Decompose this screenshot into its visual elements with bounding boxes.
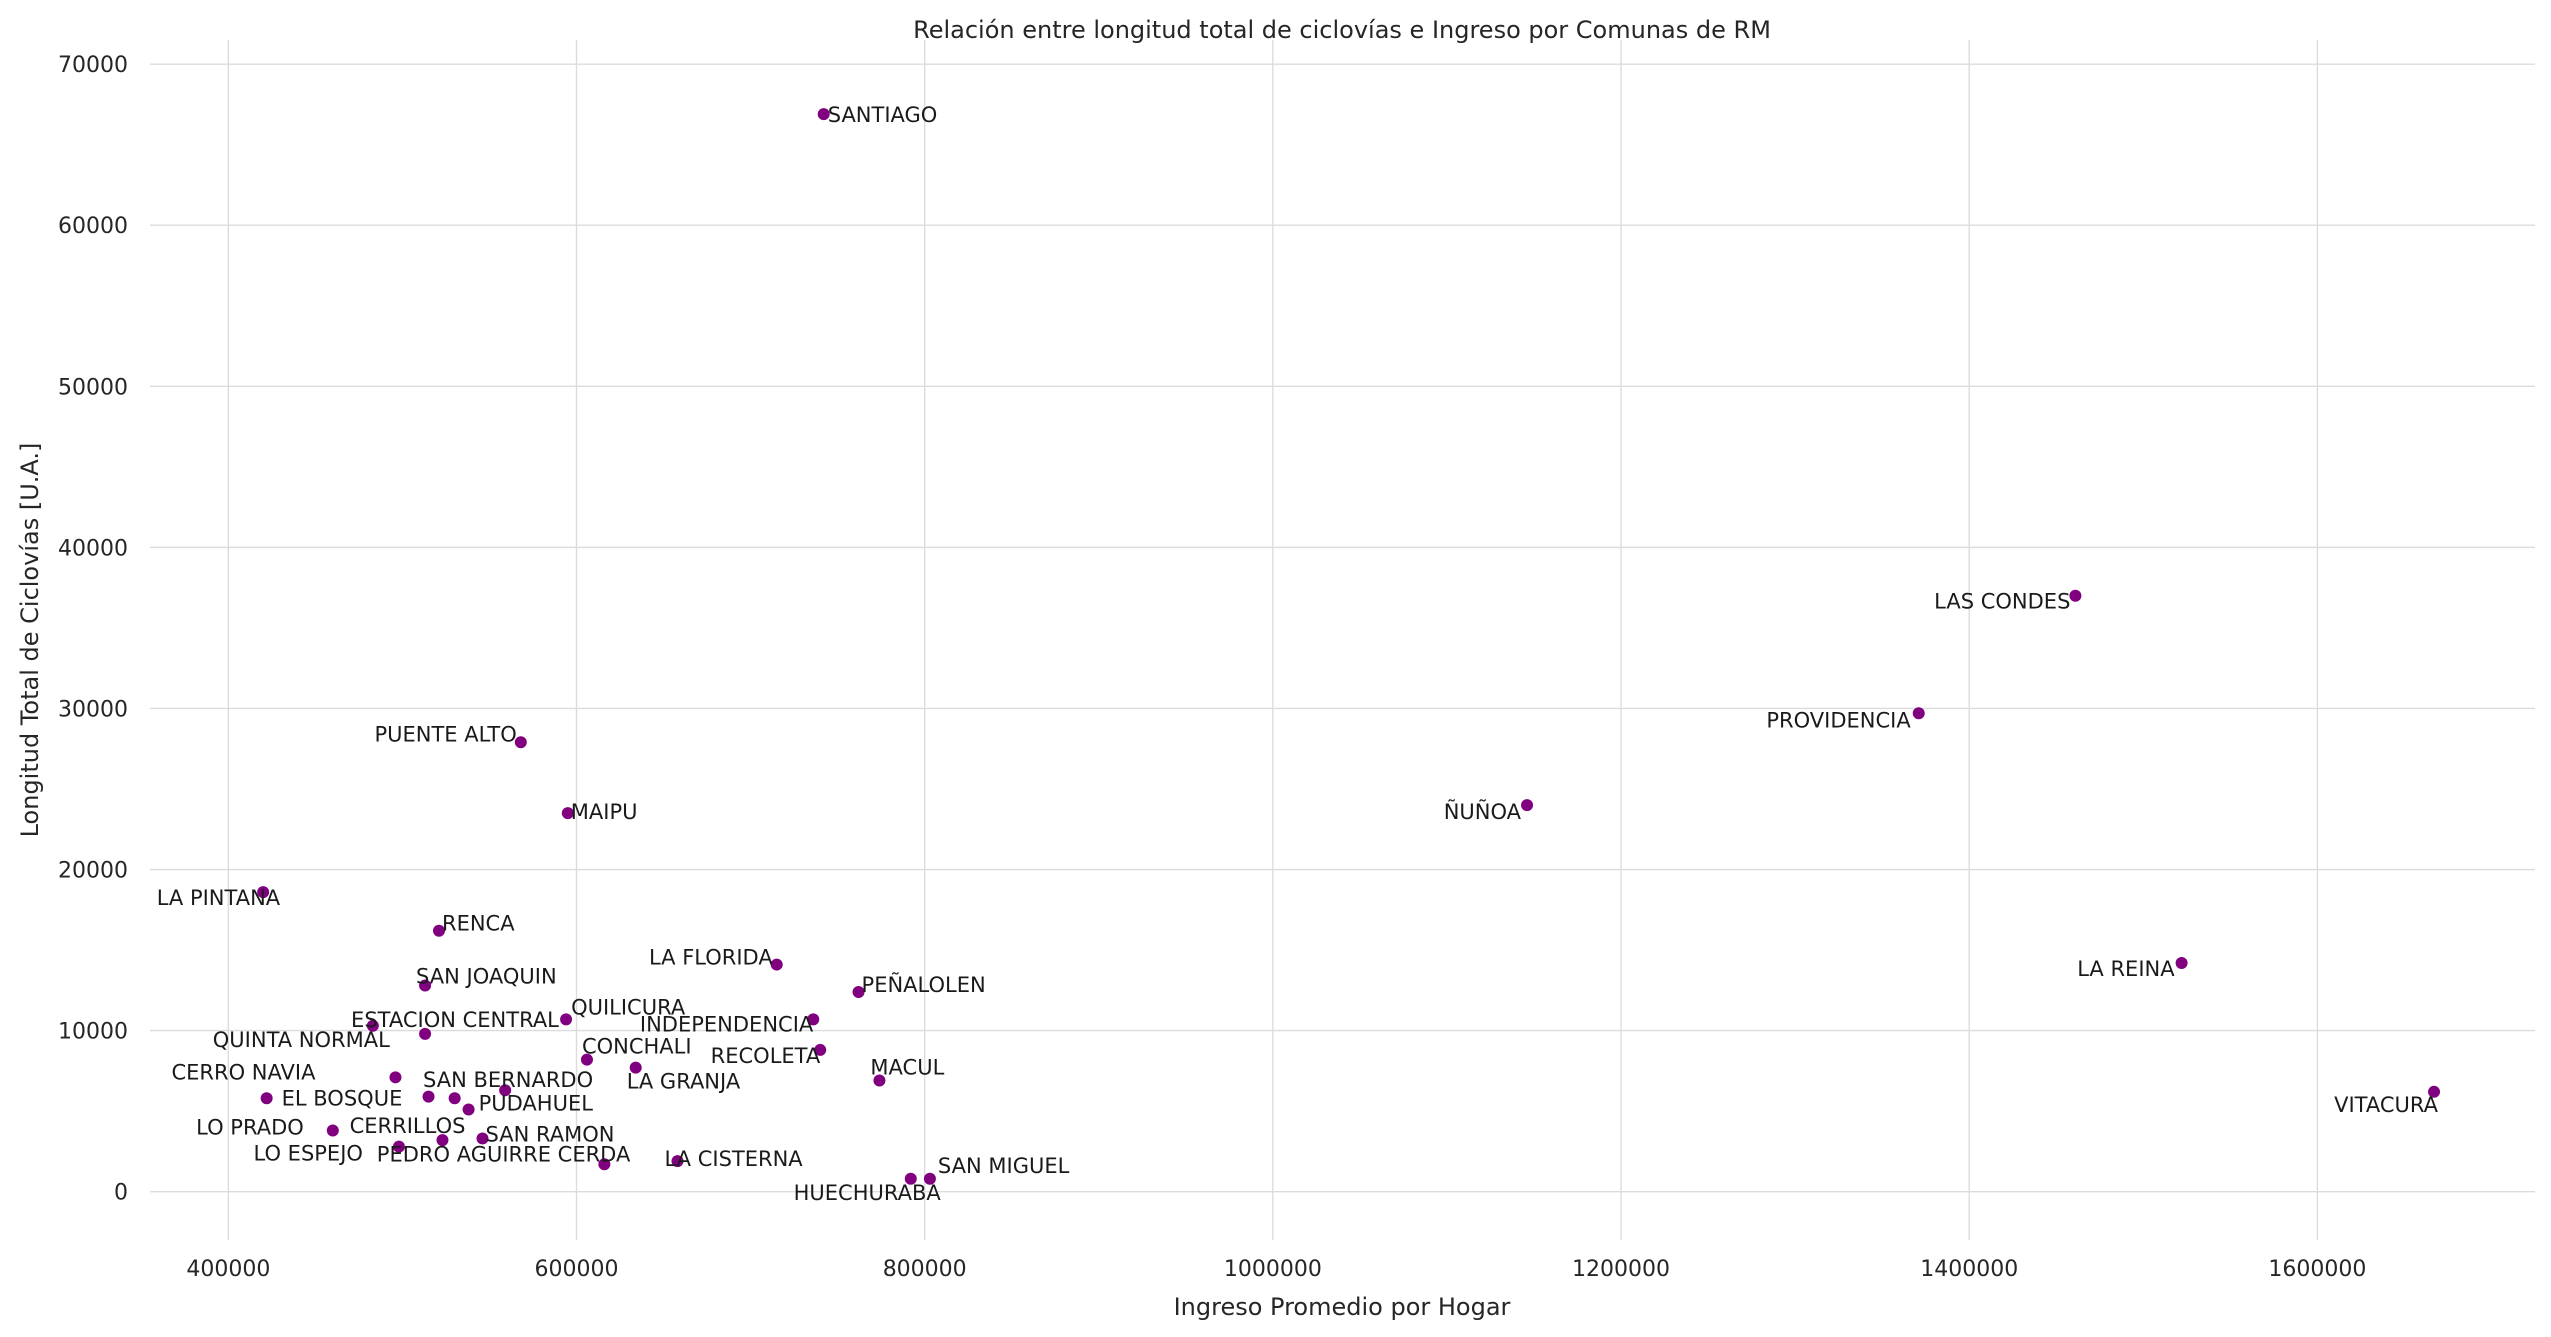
x-tick-label: 1600000 bbox=[2268, 1257, 2366, 1282]
point-label: PUDAHUEL bbox=[479, 1092, 594, 1116]
point-label: SANTIAGO bbox=[828, 103, 938, 127]
x-tick-label: 400000 bbox=[186, 1257, 270, 1282]
point-label: ÑUÑOA bbox=[1444, 798, 1522, 824]
point-label: LA PINTANA bbox=[157, 886, 281, 910]
y-axis-label: Longitud Total de Ciclovías [U.A.] bbox=[16, 443, 44, 838]
point-label: LO PRADO bbox=[196, 1115, 304, 1139]
y-tick-label: 50000 bbox=[58, 375, 128, 400]
point-label: SAN JOAQUIN bbox=[416, 965, 557, 989]
data-point bbox=[436, 1134, 449, 1147]
data-points bbox=[257, 108, 2441, 1185]
point-label: PROVIDENCIA bbox=[1766, 708, 1911, 732]
point-label: QUILICURA bbox=[571, 995, 686, 1019]
data-point bbox=[770, 958, 783, 971]
data-point bbox=[629, 1061, 642, 1074]
data-point bbox=[923, 1172, 936, 1185]
point-label: HUECHURABA bbox=[794, 1181, 942, 1205]
y-axis-ticks: 0 10000 20000 30000 40000 50000 60000 70000 bbox=[58, 53, 128, 1206]
point-label: RENCA bbox=[442, 912, 515, 936]
y-tick-label: 10000 bbox=[58, 1020, 128, 1045]
point-label: PEÑALOLEN bbox=[862, 971, 986, 997]
data-point bbox=[257, 886, 270, 899]
data-point bbox=[671, 1155, 684, 1168]
point-label: PUENTE ALTO bbox=[374, 722, 516, 746]
point-label: MACUL bbox=[870, 1056, 944, 1080]
point-label: ESTACION CENTRAL bbox=[351, 1008, 559, 1032]
data-point bbox=[817, 108, 830, 121]
data-point bbox=[2175, 956, 2188, 969]
point-label: VITACURA bbox=[2334, 1093, 2439, 1117]
x-tick-label: 1200000 bbox=[1572, 1257, 1670, 1282]
point-label: PEDRO AGUIRRE CERDA bbox=[377, 1142, 631, 1166]
point-label: EL BOSQUE bbox=[282, 1086, 403, 1110]
point-label: MAIPU bbox=[571, 800, 638, 824]
x-axis-ticks: 400000 600000 800000 1000000 1200000 1400000 1… bbox=[186, 1257, 2366, 1282]
data-point bbox=[807, 1013, 820, 1026]
point-label: SAN MIGUEL bbox=[938, 1154, 1070, 1178]
y-tick-label: 30000 bbox=[58, 697, 128, 722]
data-point bbox=[1912, 707, 1925, 720]
y-tick-label: 40000 bbox=[58, 536, 128, 561]
point-label: LO ESPEJO bbox=[254, 1142, 363, 1166]
data-point bbox=[260, 1092, 273, 1105]
data-point bbox=[2069, 589, 2082, 602]
data-point bbox=[499, 1084, 512, 1097]
y-tick-label: 70000 bbox=[58, 53, 128, 78]
data-point bbox=[476, 1132, 489, 1145]
x-tick-label: 800000 bbox=[883, 1257, 967, 1282]
data-point bbox=[560, 1013, 573, 1026]
data-point bbox=[2428, 1085, 2441, 1098]
data-point bbox=[814, 1043, 827, 1056]
point-label: LA CISTERNA bbox=[664, 1147, 803, 1171]
data-point bbox=[366, 1019, 379, 1032]
point-label: LA REINA bbox=[2077, 957, 2175, 981]
x-axis-label: Ingreso Promedio por Hogar bbox=[1174, 1293, 1511, 1321]
data-point bbox=[389, 1071, 402, 1084]
data-point bbox=[514, 736, 527, 749]
data-point bbox=[561, 807, 574, 820]
point-label: LAS CONDES bbox=[1934, 590, 2070, 614]
data-point bbox=[904, 1172, 917, 1185]
y-tick-label: 60000 bbox=[58, 214, 128, 239]
y-tick-label: 0 bbox=[114, 1181, 128, 1206]
point-label: CERRO NAVIA bbox=[171, 1060, 316, 1084]
data-point bbox=[326, 1124, 339, 1137]
data-point bbox=[462, 1103, 475, 1116]
point-label: RECOLETA bbox=[711, 1044, 821, 1068]
x-tick-label: 1000000 bbox=[1224, 1257, 1322, 1282]
point-label: QUINTA NORMAL bbox=[213, 1028, 390, 1052]
point-label: LA FLORIDA bbox=[649, 946, 773, 970]
data-point bbox=[1521, 799, 1534, 812]
data-point bbox=[852, 985, 865, 998]
point-label: CERRILLOS bbox=[350, 1114, 466, 1138]
data-point bbox=[448, 1092, 461, 1105]
chart-title: Relación entre longitud total de cicloví… bbox=[913, 16, 1771, 44]
data-point bbox=[419, 979, 432, 992]
point-label: INDEPENDENCIA bbox=[640, 1012, 814, 1036]
data-point bbox=[419, 1027, 432, 1040]
data-point bbox=[580, 1053, 593, 1066]
data-point bbox=[598, 1158, 611, 1171]
data-point bbox=[432, 924, 445, 937]
data-point bbox=[873, 1074, 886, 1087]
data-point bbox=[392, 1140, 405, 1153]
point-label: CONCHALI bbox=[582, 1035, 692, 1059]
point-labels: SANTIAGO LAS CONDES PROVIDENCIA PUENTE ALTO… bbox=[157, 103, 2439, 1205]
data-point bbox=[422, 1090, 435, 1103]
point-label: SAN RAMON bbox=[486, 1123, 615, 1147]
y-tick-label: 20000 bbox=[58, 859, 128, 884]
grid-layer bbox=[150, 40, 2535, 1240]
x-tick-label: 600000 bbox=[535, 1257, 619, 1282]
point-label: LA GRANJA bbox=[627, 1070, 741, 1094]
x-tick-label: 1400000 bbox=[1920, 1257, 2018, 1282]
point-label: SAN BERNARDO bbox=[423, 1068, 593, 1092]
